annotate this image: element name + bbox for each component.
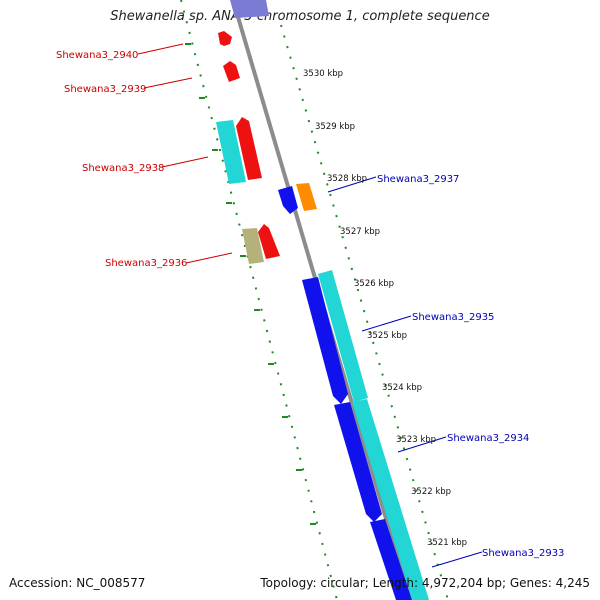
ruler-tick-label: 3524 kbp: [382, 383, 422, 393]
gene-shewana3-2934[interactable]: [334, 402, 382, 522]
gene-label-shewana3-2933[interactable]: Shewana3_2933: [482, 548, 564, 559]
ruler-tick-label: 3522 kbp: [411, 487, 451, 497]
ruler-inner-line: [180, 0, 338, 600]
gene-shewana3-2936[interactable]: [258, 224, 280, 259]
gene-shewana3-2940[interactable]: [218, 31, 232, 46]
gene-khaki[interactable]: [242, 228, 264, 264]
ruler-tick-label: 3530 kbp: [303, 69, 343, 79]
gene-shewana3-2935[interactable]: [302, 277, 348, 404]
gene-cyan-long-a[interactable]: [318, 270, 368, 402]
gene-label-shewana3-2940[interactable]: Shewana3_2940: [56, 50, 138, 61]
gene-label-shewana3-2937[interactable]: Shewana3_2937: [377, 174, 459, 185]
gene-shewana3-2939[interactable]: [223, 61, 240, 82]
gene-shewana3-2933[interactable]: [370, 519, 412, 600]
gene-lavender-partial[interactable]: [230, 0, 269, 18]
map-title: Shewanella sp. ANA-3 chromosome 1, compl…: [110, 9, 490, 24]
label-leader-lines: [137, 43, 483, 568]
gene-shewana3-2937[interactable]: [296, 183, 317, 211]
gene-label-shewana3-2936[interactable]: Shewana3_2936: [105, 258, 187, 269]
gene-shewana3-2937-blue[interactable]: [278, 186, 298, 214]
gene-label-shewana3-2935[interactable]: Shewana3_2935: [412, 312, 494, 323]
gene-label-shewana3-2934[interactable]: Shewana3_2934: [447, 433, 529, 444]
gene-shewana3-2938[interactable]: [236, 117, 262, 180]
gene-label-shewana3-2939[interactable]: Shewana3_2939: [64, 84, 146, 95]
gene-label-shewana3-2938[interactable]: Shewana3_2938: [82, 163, 164, 174]
ruler-tick-label: 3527 kbp: [340, 227, 380, 237]
ruler-outer-line: [280, 24, 449, 600]
genome-summary-text: Topology: circular; Length: 4,972,204 bp…: [260, 576, 590, 590]
ruler-tick-label: 3525 kbp: [367, 331, 407, 341]
ruler-tick-label: 3529 kbp: [315, 122, 355, 132]
ruler-tick-label: 3528 kbp: [327, 174, 367, 184]
ruler-major-ticks: [185, 43, 316, 525]
gene-cyan-a[interactable]: [216, 120, 246, 184]
accession-text: Accession: NC_008577: [9, 576, 146, 590]
gene-cyan-long-b[interactable]: [352, 399, 429, 600]
ruler-tick-label: 3523 kbp: [396, 435, 436, 445]
ruler-tick-label: 3521 kbp: [427, 538, 467, 548]
ruler-tick-label: 3526 kbp: [354, 279, 394, 289]
